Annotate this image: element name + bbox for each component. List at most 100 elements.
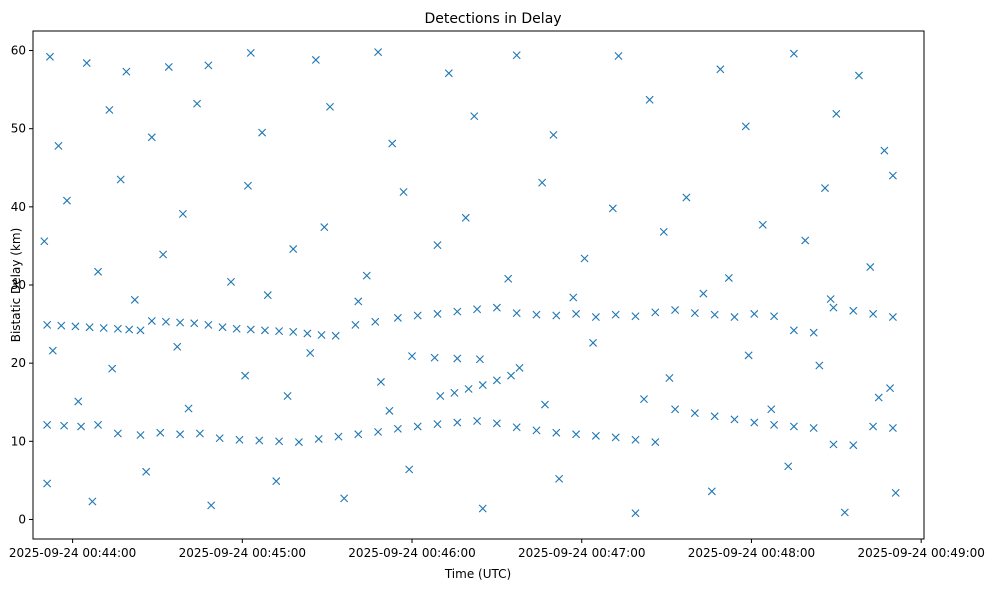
data-point (45, 52, 54, 61)
data-point (317, 331, 326, 340)
data-point (77, 422, 86, 431)
data-point (591, 313, 600, 322)
data-point (159, 250, 168, 259)
data-point (478, 381, 487, 390)
data-point (690, 309, 699, 318)
data-point (869, 309, 878, 318)
data-point (866, 263, 875, 272)
data-point (789, 422, 798, 431)
data-point (43, 420, 52, 429)
data-point (710, 310, 719, 319)
data-point (815, 361, 824, 370)
data-point (136, 326, 145, 335)
data-point (492, 376, 501, 385)
data-point (405, 465, 414, 474)
data-point (631, 509, 640, 518)
data-point (880, 146, 889, 155)
data-point (750, 309, 759, 318)
data-point (122, 67, 131, 76)
data-point (512, 423, 521, 432)
data-point (241, 371, 250, 380)
data-point (320, 223, 329, 232)
data-point (436, 391, 445, 400)
data-point (849, 306, 858, 315)
data-point (540, 400, 549, 409)
data-point (260, 326, 269, 335)
data-point (62, 196, 71, 205)
data-point (869, 422, 878, 431)
data-point (470, 112, 479, 121)
data-point (767, 405, 776, 414)
data-point (85, 323, 94, 332)
data-point (671, 306, 680, 314)
data-point (512, 51, 521, 60)
data-point (60, 421, 69, 430)
data-point (744, 351, 753, 360)
data-point (631, 312, 640, 321)
data-point (43, 320, 52, 329)
data-point (473, 305, 482, 314)
data-point (614, 52, 623, 60)
chart-title: Detections in Delay (424, 11, 561, 27)
data-point (730, 313, 739, 322)
data-point (707, 487, 716, 496)
data-point (130, 295, 139, 304)
data-point (784, 462, 793, 471)
data-point (492, 303, 501, 312)
data-point (263, 291, 272, 300)
data-point (294, 438, 303, 447)
plot-frame (32, 30, 925, 540)
data-point (371, 317, 380, 326)
data-point (289, 245, 298, 254)
data-point (645, 95, 654, 104)
data-point (94, 267, 103, 276)
data-point (430, 353, 439, 362)
data-point (113, 429, 122, 438)
data-point (891, 488, 900, 497)
data-point (408, 352, 417, 361)
data-point (532, 310, 541, 319)
data-point (512, 309, 521, 318)
data-point (303, 329, 312, 338)
data-point (453, 307, 462, 316)
data-point (215, 434, 224, 443)
data-point (48, 346, 57, 355)
x-tick-label: 2025-09-24 00:49:00 (857, 546, 984, 560)
data-point (659, 227, 668, 236)
y-tick-label: 10 (11, 434, 26, 448)
data-point (611, 433, 620, 442)
data-point (572, 430, 581, 439)
data-point (258, 128, 267, 137)
data-point (589, 338, 598, 347)
data-point (218, 323, 227, 332)
data-point (204, 320, 213, 329)
data-point (801, 236, 810, 245)
x-tick-label: 2025-09-24 00:45:00 (179, 546, 306, 560)
data-point (888, 313, 897, 322)
data-point (399, 188, 408, 196)
data-point (142, 467, 151, 476)
data-point (789, 49, 798, 58)
data-point (809, 328, 818, 337)
data-point (161, 317, 170, 326)
data-point (413, 311, 422, 320)
data-point (105, 105, 114, 114)
data-point (699, 289, 708, 298)
data-point (433, 420, 442, 429)
data-point (385, 406, 394, 415)
data-point (311, 55, 320, 64)
data-point (88, 497, 97, 506)
data-point (176, 318, 185, 327)
y-tick-label: 60 (11, 44, 26, 58)
y-axis-ticks: 0 10 20 30 40 50 60 (11, 44, 33, 526)
data-point (552, 428, 561, 437)
data-point (651, 308, 660, 317)
data-point (340, 494, 349, 503)
x-tick-label: 2025-09-24 00:46:00 (348, 546, 475, 560)
data-point (809, 424, 818, 433)
data-point (549, 130, 558, 139)
data-point (283, 391, 292, 400)
data-point (193, 99, 202, 108)
data-point (464, 384, 473, 393)
data-point (730, 415, 739, 424)
